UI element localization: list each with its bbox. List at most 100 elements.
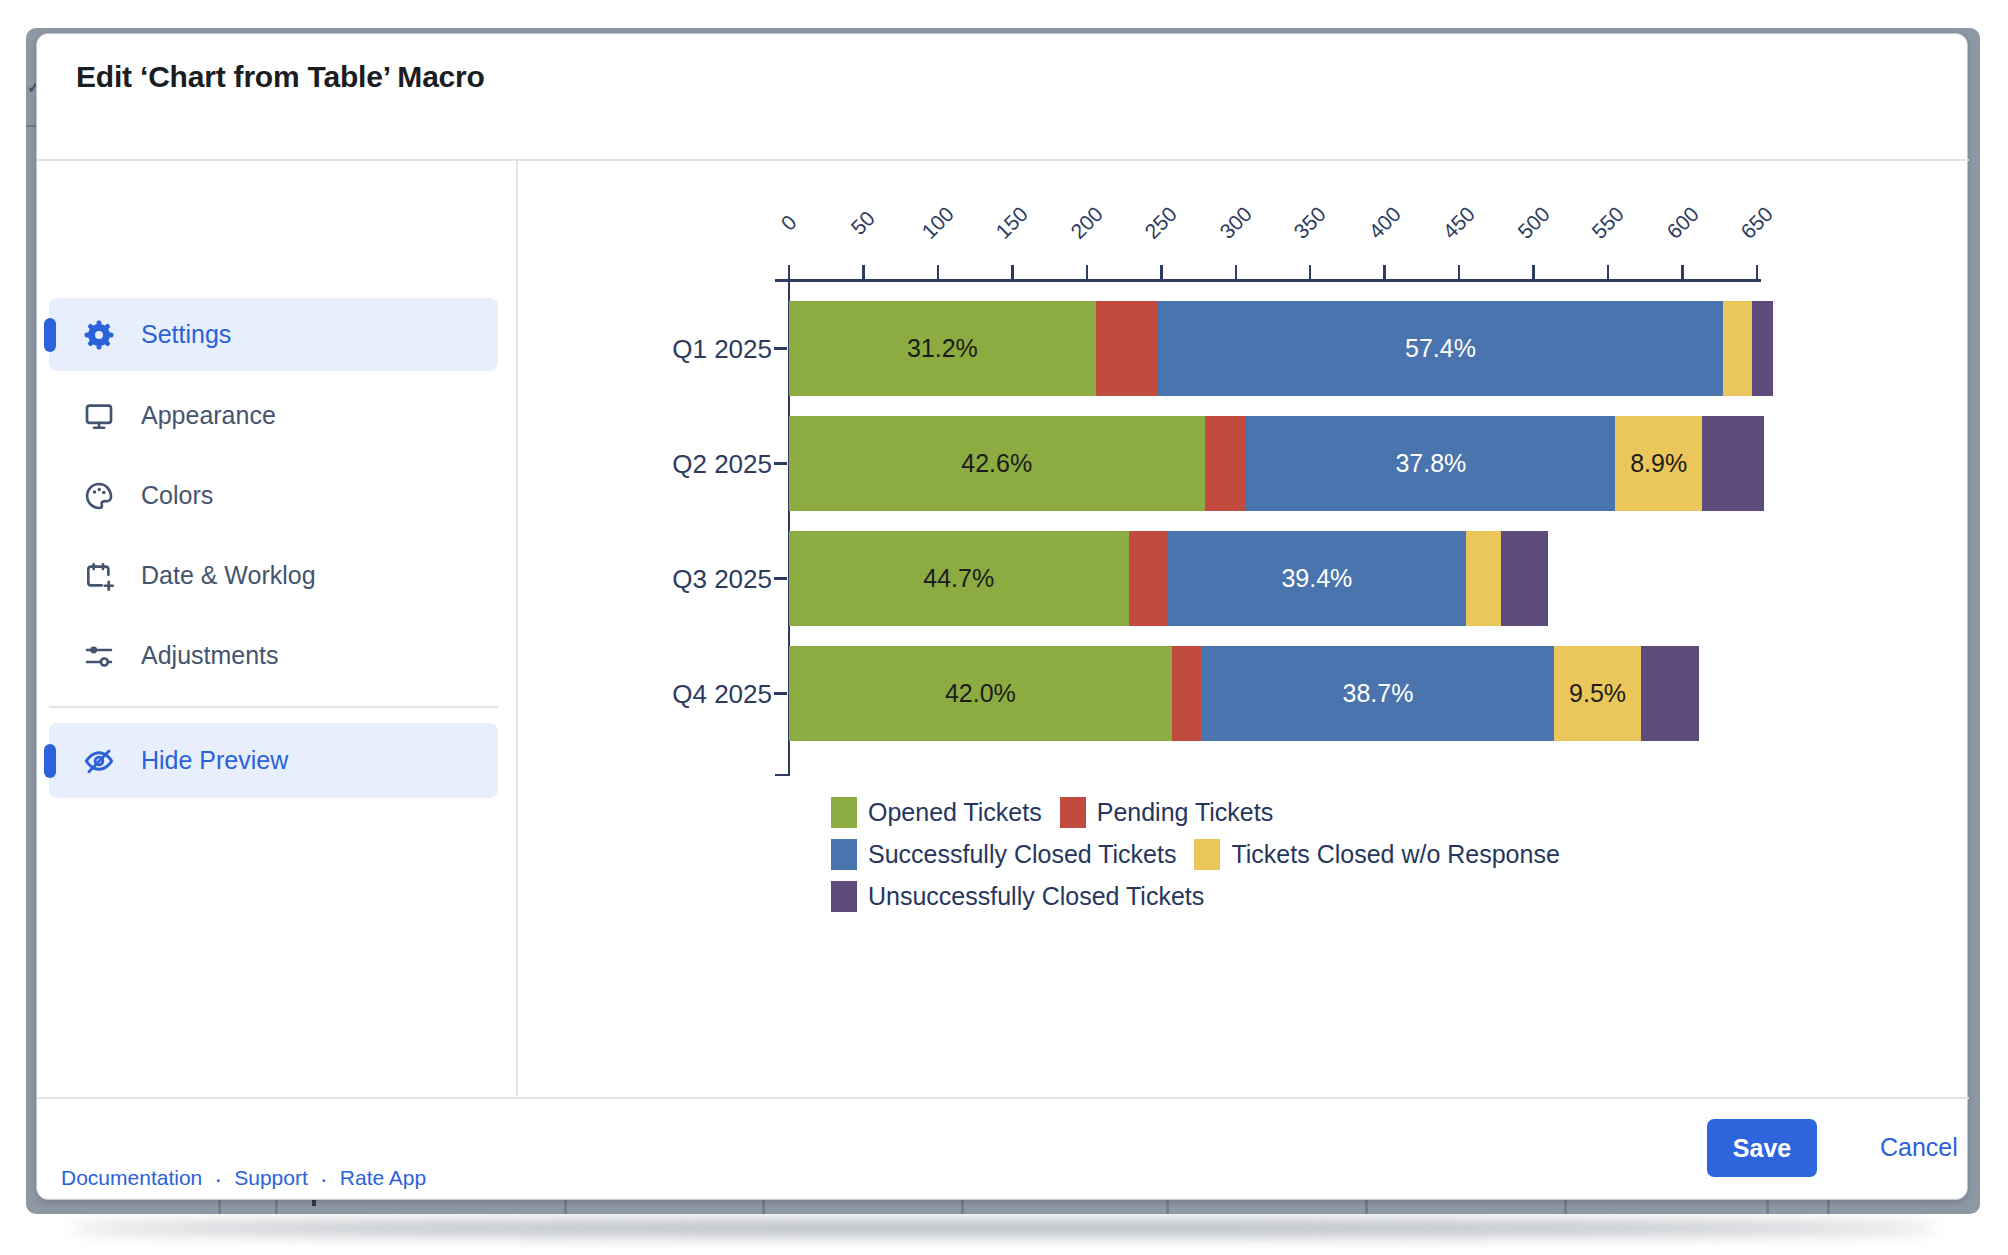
x-axis-tick [1532, 265, 1535, 279]
legend-label: Unsuccessfully Closed Tickets [868, 882, 1204, 911]
sidebar-item-label: Colors [141, 481, 213, 510]
link-rate-app[interactable]: Rate App [340, 1166, 426, 1190]
background-column-line [961, 1200, 964, 1214]
background-column-line [762, 1200, 765, 1214]
background-column-line [218, 1200, 221, 1214]
legend-swatch [831, 839, 857, 870]
background-column-line [1766, 1200, 1769, 1214]
bar-segment [1466, 531, 1500, 626]
x-axis-tick [1011, 265, 1014, 279]
bar-segment-label: 57.4% [1405, 334, 1476, 363]
bar-segment-label: 39.4% [1281, 564, 1352, 593]
sidebar-item-adjustments[interactable]: Adjustments [49, 619, 498, 692]
bar-segment [1205, 416, 1247, 511]
category-tick [774, 692, 787, 695]
bar-segment [1129, 531, 1168, 626]
save-button[interactable]: Save [1707, 1119, 1817, 1177]
bar-segment: 9.5% [1554, 646, 1640, 741]
sidebar-item-label: Hide Preview [141, 746, 288, 775]
sidebar-item-hide-preview[interactable]: Hide Preview [49, 723, 498, 798]
bar-segment-label: 38.7% [1342, 679, 1413, 708]
background-line [26, 125, 36, 127]
bar-segment-label: 42.0% [945, 679, 1016, 708]
active-indicator-pill [44, 318, 56, 352]
x-axis-tick [788, 265, 791, 279]
legend-swatch [1194, 839, 1220, 870]
bar-segment-label: 44.7% [923, 564, 994, 593]
sidebar-footer-links: Documentation·Support·Rate App [61, 1166, 426, 1190]
background-column-line [275, 1200, 278, 1214]
legend-item: Opened Tickets [831, 797, 1042, 828]
bar-segment [1752, 301, 1773, 396]
category-label: Q3 2025 [622, 564, 772, 595]
bar-segment: 44.7% [789, 531, 1129, 626]
link-separator: · [214, 1168, 222, 1189]
bar-segment-label: 31.2% [907, 334, 978, 363]
active-indicator-pill [44, 744, 56, 778]
chart-preview: 050100150200250300350400450500550600650Q… [516, 159, 1969, 1097]
calendar-plus-icon [83, 560, 115, 592]
edit-macro-dialog: Edit ‘Chart from Table’ Macro SettingsAp… [36, 33, 1968, 1200]
bar-segment-label: 42.6% [961, 449, 1032, 478]
x-axis-tick [1235, 265, 1238, 279]
bar-segment: 42.0% [789, 646, 1172, 741]
x-axis-tick [1160, 265, 1163, 279]
legend-swatch [1060, 797, 1086, 828]
legend-item: Tickets Closed w/o Response [1194, 839, 1559, 870]
legend-item: Unsuccessfully Closed Tickets [831, 881, 1204, 912]
settings-sidebar: Settings Appearance Colors Date & Worklog Ad… [37, 159, 516, 1097]
x-axis-tick [1086, 265, 1089, 279]
sidebar-item-label: Settings [141, 320, 231, 349]
x-axis-tick [1681, 265, 1684, 279]
bar-segment: 57.4% [1158, 301, 1722, 396]
bar-segment: 37.8% [1246, 416, 1615, 511]
palette-icon [83, 480, 115, 512]
category-tick [774, 462, 787, 465]
x-axis-tick [862, 265, 865, 279]
bar-segment: 39.4% [1167, 531, 1466, 626]
sidebar-item-settings[interactable]: Settings [49, 298, 498, 371]
background-column-line [1564, 1200, 1567, 1214]
bar-segment-label: 9.5% [1569, 679, 1626, 708]
legend-swatch [831, 881, 857, 912]
gear-icon [83, 319, 115, 351]
background-column-line [564, 1200, 567, 1214]
sidebar-item-label: Adjustments [141, 641, 279, 670]
category-label: Q4 2025 [622, 679, 772, 710]
sidebar-item-appearance[interactable]: Appearance [49, 379, 498, 452]
x-axis-tick [1458, 265, 1461, 279]
sidebar-item-label: Appearance [141, 401, 276, 430]
legend-item: Successfully Closed Tickets [831, 839, 1176, 870]
category-label: Q1 2025 [622, 334, 772, 365]
bar-row: 42.6% 37.8% 8.9% [789, 416, 1764, 511]
sidebar-item-label: Date & Worklog [141, 561, 316, 590]
legend-label: Opened Tickets [868, 798, 1042, 827]
cancel-button[interactable]: Cancel [1880, 1133, 1958, 1162]
background-column-line [1365, 1200, 1368, 1214]
bar-segment-label: 37.8% [1395, 449, 1466, 478]
monitor-icon [83, 400, 115, 432]
screenshot-stage: ✓ Edit ‘Chart from Table’ Macro Settings… [0, 0, 2008, 1255]
sidebar-section-divider [49, 706, 498, 708]
bar-segment [1723, 301, 1753, 396]
bar-segment: 31.2% [789, 301, 1096, 396]
bar-segment [1702, 416, 1765, 511]
page-drop-shadow [70, 1222, 1938, 1234]
bar-row: 44.7% 39.4% [789, 531, 1548, 626]
link-documentation[interactable]: Documentation [61, 1166, 202, 1190]
sidebar-item-date-worklog[interactable]: Date & Worklog [49, 539, 498, 612]
bar-segment: 42.6% [789, 416, 1205, 511]
bar-segment [1501, 531, 1549, 626]
x-axis-tick [1383, 265, 1386, 279]
legend-row: Opened Tickets Pending Tickets [831, 797, 1578, 828]
legend-row: Successfully Closed Tickets Tickets Close… [831, 839, 1578, 870]
sliders-icon [83, 640, 115, 672]
bar-segment-label: 8.9% [1630, 449, 1687, 478]
legend-label: Pending Tickets [1097, 798, 1274, 827]
x-axis-tick [1607, 265, 1610, 279]
legend-swatch [831, 797, 857, 828]
sidebar-item-colors[interactable]: Colors [49, 459, 498, 532]
chart-legend: Opened Tickets Pending Tickets Successfull… [831, 797, 1578, 923]
link-support[interactable]: Support [234, 1166, 308, 1190]
x-axis-tick [937, 265, 940, 279]
